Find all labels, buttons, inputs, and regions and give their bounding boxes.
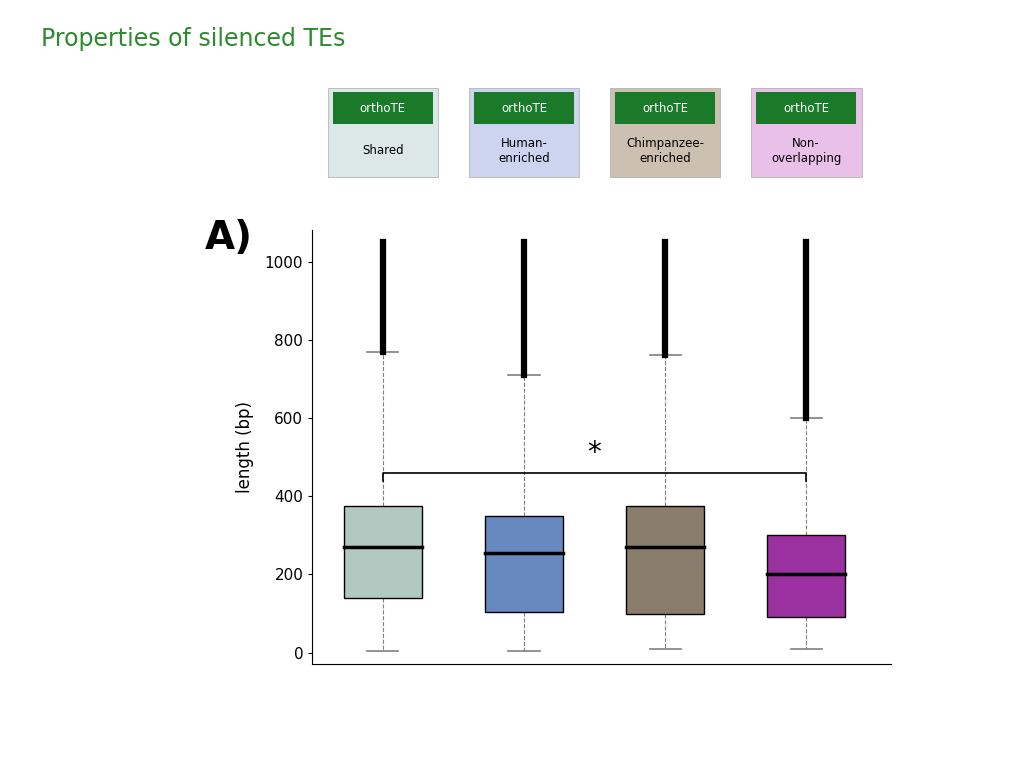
Bar (344, 506, 422, 598)
Text: A): A) (205, 219, 253, 257)
Text: Properties of silenced TEs: Properties of silenced TEs (41, 27, 345, 51)
Bar (767, 535, 845, 617)
Text: *: * (588, 439, 601, 467)
Text: Human-
enriched: Human- enriched (498, 137, 550, 164)
Text: orthoTE: orthoTE (783, 102, 829, 114)
Text: orthoTE: orthoTE (501, 102, 547, 114)
Text: Shared: Shared (362, 144, 403, 157)
Text: orthoTE: orthoTE (642, 102, 688, 114)
Bar (485, 516, 563, 611)
Text: orthoTE: orthoTE (359, 102, 406, 114)
Y-axis label: length (bp): length (bp) (236, 402, 254, 493)
Bar (627, 506, 703, 614)
Text: Non-
overlapping: Non- overlapping (771, 137, 842, 164)
Text: Chimpanzee-
enriched: Chimpanzee- enriched (626, 137, 705, 164)
